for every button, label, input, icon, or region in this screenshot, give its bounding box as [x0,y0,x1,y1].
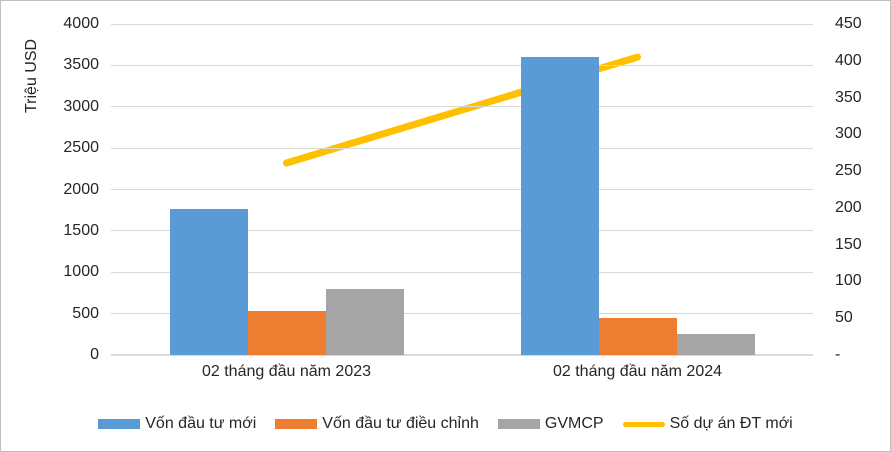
left-axis-tick-label: 1500 [63,221,99,239]
legend-swatch [275,419,318,429]
gridline [111,64,813,66]
right-axis-tick-label: - [835,346,841,363]
category-label: 02 tháng đầu năm 2024 [552,363,723,380]
right-axis-tick-label: 350 [835,88,862,106]
left-axis-tick-label: 4000 [63,15,99,32]
left-axis-tick-label: 500 [72,304,99,322]
bar [169,209,248,355]
legend-item: GVMCP [497,415,604,433]
left-axis-tick-label: 3500 [63,56,99,74]
right-axis-tick-label: 100 [835,272,862,290]
right-axis-tick-label: 50 [835,309,853,327]
left-axis-tick-label: 3000 [63,97,99,115]
legend-label: Vốn đầu tư điều chỉnh [322,415,479,432]
gridline [111,106,813,108]
legend-swatch [98,419,141,429]
right-axis-tick-label: 300 [835,125,862,143]
legend-item: Vốn đầu tư điều chỉnh [275,415,479,433]
gridline [111,23,813,25]
gridline [111,189,813,190]
gridline [111,147,813,149]
left-axis-tick-label: 0 [90,346,99,363]
right-axis-tick-label: 150 [835,235,862,253]
bar [325,288,404,355]
left-axis-tick-label: 1000 [63,263,99,281]
legend-line-swatch [622,421,665,427]
left-axis-tick-label: 2500 [63,139,99,157]
bar [676,333,755,355]
right-axis-tick-label: 450 [835,15,862,32]
axis-baseline [111,354,813,356]
gridline [111,271,813,273]
left-axis-tick-label: 2000 [63,180,99,198]
legend: Vốn đầu tư mới Vốn đầu tư điều chỉnh GVMCP… [1,410,890,438]
bar [598,318,677,355]
plot-area [111,23,813,356]
legend-label: GVMCP [544,415,604,432]
right-axis-tick-label: 400 [835,51,862,69]
right-axis-tick-label: 200 [835,198,862,216]
category-label: 02 tháng đầu năm 2023 [201,363,372,380]
right-axis-tick-label: 250 [835,162,862,180]
legend-item: Vốn đầu tư mới [98,415,256,433]
bar [520,57,599,355]
gridline [111,230,813,232]
bar [247,310,326,355]
gridline [111,313,813,315]
legend-item: Số dự án ĐT mới [622,415,793,433]
legend-label: Vốn đầu tư mới [145,415,257,432]
legend-label: Số dự án ĐT mới [669,415,793,432]
legend-swatch [497,419,540,429]
